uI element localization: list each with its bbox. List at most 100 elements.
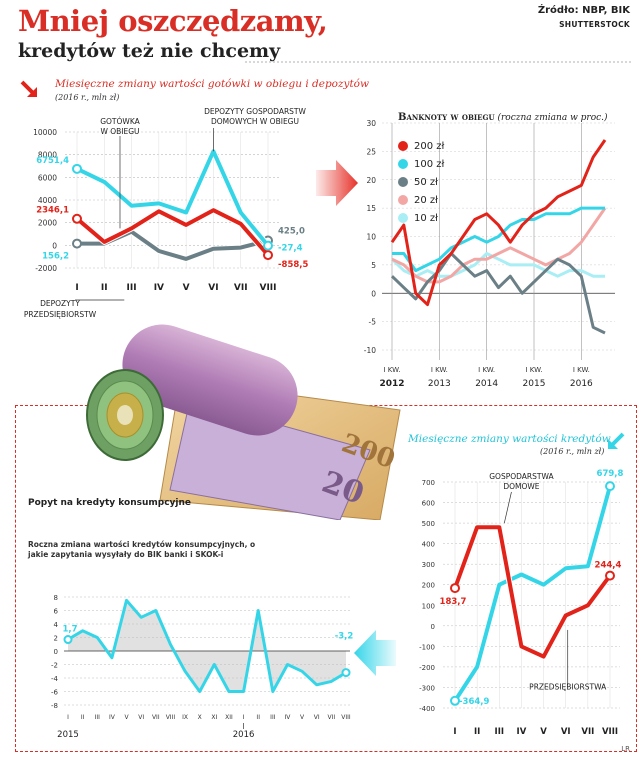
y-tick-label: 5	[371, 261, 376, 270]
y-tick-label: 400	[422, 541, 435, 549]
x-tick-label: I	[67, 714, 69, 721]
legend-label: 100 zł	[414, 158, 445, 170]
y-tick-label: 0	[54, 648, 58, 656]
series-line-lightcyan	[390, 252, 605, 278]
legend-swatch	[398, 195, 408, 205]
x-tick-label: I KW.	[431, 366, 448, 374]
legend-label: 50 zł	[414, 176, 438, 188]
y-tick-label: 500	[422, 520, 435, 528]
page-title: Mniej oszczędzamy,	[18, 4, 328, 38]
y-tick-label: 8	[54, 594, 58, 602]
x-year-label: 2016	[233, 730, 255, 740]
data-label: -27,4	[278, 244, 303, 254]
x-tick-label: III	[270, 714, 276, 721]
series-line-cyan	[392, 206, 605, 273]
legend-swatch	[398, 213, 408, 223]
x-year-label: 2014	[475, 379, 498, 389]
y-tick-label: -6	[51, 689, 59, 697]
data-label: 2346,1	[36, 206, 69, 216]
y-tick-label: 30	[366, 119, 376, 128]
data-point	[341, 668, 351, 678]
y-tick-label: -200	[419, 664, 435, 672]
y-tick-label: -400	[419, 705, 435, 713]
x-tick-label: VIII	[602, 727, 618, 737]
credits-chart-title: Miesięczne zmiany wartości kredytów	[408, 433, 611, 445]
x-tick-label: IV	[517, 727, 527, 737]
data-point	[450, 583, 460, 594]
y-tick-label: -8	[51, 702, 58, 710]
x-year-label: 2016	[570, 379, 593, 389]
legend-item: 10 zł	[398, 209, 444, 227]
y-tick-label: 15	[366, 204, 376, 213]
y-tick-label: 0	[431, 623, 435, 631]
title-underline	[245, 61, 633, 63]
cash-chart-title: Miesięczne zmiany wartości gotówki w obi…	[55, 78, 369, 90]
series-line-gray	[390, 252, 606, 335]
series-line-cyan	[76, 149, 270, 247]
banknotes-title-note: (roczna zmiana w proc.)	[497, 113, 608, 123]
y-tick-label: 20	[366, 176, 376, 185]
leader-line	[503, 491, 512, 524]
x-year-label: 2012	[379, 379, 404, 389]
legend-item: 100 zł	[398, 155, 444, 173]
down-right-arrow-icon	[20, 80, 37, 97]
money-illustration: 20 200	[86, 324, 401, 520]
series-line-red	[453, 525, 612, 659]
series-line-cyan	[67, 598, 347, 693]
x-tick-label: VII	[328, 714, 336, 721]
x-tick-label: XII	[225, 714, 233, 721]
right-arrow-icon	[316, 160, 358, 206]
legend-swatch	[398, 159, 408, 169]
x-tick-label: VI	[208, 283, 218, 293]
y-tick-label: 8000	[38, 151, 57, 160]
x-tick-label: VII	[234, 283, 248, 293]
photo-credit: SHUTTERSTOCK	[559, 20, 630, 29]
legend-label: 20 zł	[414, 194, 438, 206]
legend-item: 20 zł	[398, 191, 444, 209]
x-tick-label: I	[453, 727, 456, 737]
series-line-halo	[75, 148, 271, 248]
x-tick-label: IX	[182, 714, 188, 721]
x-tick-label: X	[198, 714, 202, 721]
y-tick-label: 300	[422, 561, 435, 569]
x-tick-label: VI	[314, 714, 320, 721]
x-tick-label: III	[127, 283, 137, 293]
y-tick-label: -5	[369, 318, 377, 327]
series-label-depozyty-gd: DOMOWYCH W OBIEGU	[211, 117, 299, 126]
x-tick-label: IV	[285, 714, 292, 721]
y-tick-label: 6000	[38, 173, 57, 182]
area-fill	[68, 600, 346, 692]
series-label-depozyty-p: PRZEDSIĘBIORSTW	[24, 310, 97, 319]
y-tick-label: 700	[422, 479, 435, 487]
y-tick-label: -10	[364, 346, 376, 355]
y-tick-label: 0	[371, 289, 376, 298]
data-label: -858,5	[278, 260, 308, 270]
x-tick-label: I KW.	[478, 366, 495, 374]
x-tick-label: III	[495, 727, 505, 737]
x-tick-label: II	[474, 727, 480, 737]
data-point	[72, 238, 82, 249]
cash-chart-subtitle: (2016 r., mln zł)	[55, 93, 120, 102]
series-line-red	[75, 208, 270, 257]
footer-initials: LR	[621, 745, 630, 753]
y-tick-label: 4000	[38, 196, 57, 205]
x-tick-label: VIII	[166, 714, 176, 721]
credit-demand-title: Popyt na kredyty konsumpcyjne	[28, 498, 191, 508]
x-tick-label: II	[81, 714, 85, 721]
data-label: 679,8	[597, 469, 624, 479]
series-label-gotowka: W OBIEGU	[100, 127, 139, 136]
x-tick-label: I KW.	[526, 366, 543, 374]
y-tick-label: 600	[422, 500, 435, 508]
x-tick-label: I KW.	[573, 366, 590, 374]
data-point	[605, 570, 615, 581]
x-tick-label: I	[75, 283, 78, 293]
legend-swatch	[398, 177, 408, 187]
data-label: 6751,4	[36, 156, 69, 166]
x-tick-label: VII	[581, 727, 594, 737]
y-tick-label: -100	[419, 643, 435, 651]
data-label: 1,7	[62, 625, 77, 635]
down-left-arrow-icon	[608, 432, 625, 449]
x-tick-label: VIII	[259, 283, 276, 293]
